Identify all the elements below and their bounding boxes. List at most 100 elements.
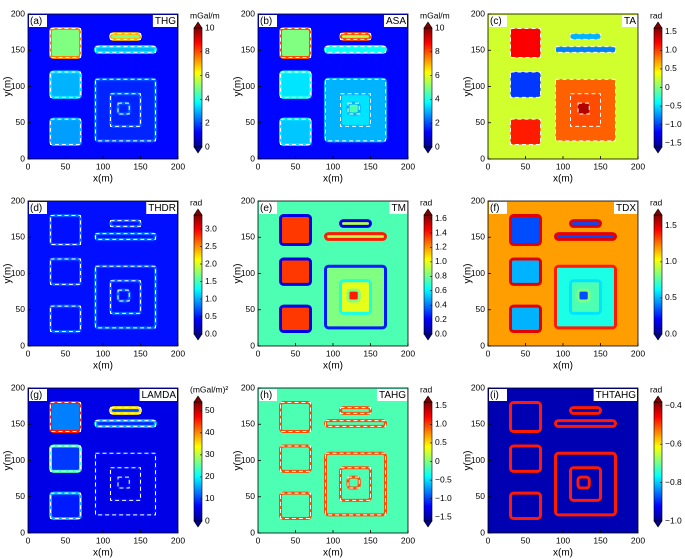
colorbar-tick-label: −0.5 (665, 100, 682, 110)
y-axis-label: y(m) (233, 77, 244, 97)
colorbar-tick-label: 0.5 (665, 292, 677, 302)
x-tick-label: 200 (171, 161, 185, 171)
y-tick-label: 0 (250, 153, 255, 163)
colorbar-tick-label: 0 (435, 141, 440, 151)
source-outline (280, 445, 311, 472)
y-tick-label: 100 (471, 81, 485, 91)
colorbar-extend-bottom (193, 520, 203, 528)
source-outline (570, 33, 601, 40)
colorbar-tick-label: −0.5 (435, 474, 452, 484)
y-tick-label: 100 (241, 455, 255, 465)
x-tick-label: 100 (96, 348, 110, 358)
anomaly (510, 28, 541, 58)
y-tick-label: 50 (246, 491, 256, 501)
y-tick-label: 150 (471, 232, 485, 242)
source-outline (510, 28, 541, 58)
anomaly-edge (554, 419, 617, 428)
anomaly (280, 215, 311, 245)
y-tick-label: 200 (471, 195, 485, 205)
x-axis-label: x(m) (323, 174, 343, 185)
anomaly-edge (509, 214, 542, 246)
colorbar-label: (mGal/m)² (190, 384, 228, 394)
colorbar-label: rad (190, 197, 203, 207)
x-tick-label: 50 (61, 348, 71, 358)
anomaly-edge (509, 401, 542, 433)
x-tick-label: 50 (521, 161, 531, 171)
x-axis-label: x(m) (553, 548, 573, 559)
source-outline (50, 71, 81, 98)
colorbar-extend-bottom (193, 146, 203, 154)
anomaly-edge (279, 214, 312, 246)
colorbar-label: rad (650, 197, 663, 207)
source-outline (50, 492, 81, 519)
y-axis-label: y(m) (463, 77, 474, 97)
anomaly-edge (324, 232, 387, 241)
source-outline (340, 407, 371, 414)
colorbar-tick-label: 3.0 (205, 223, 217, 233)
colorbar-tick-label: 0.4 (435, 299, 447, 309)
x-tick-label: 150 (593, 161, 607, 171)
y-tick-label: 100 (241, 268, 255, 278)
anomaly (510, 306, 541, 332)
source-outline (280, 118, 311, 145)
colorbar (193, 27, 203, 148)
x-tick-label: 150 (363, 348, 377, 358)
y-tick-label: 50 (476, 117, 486, 127)
source-outline (325, 78, 386, 142)
label-box (259, 389, 277, 401)
anomaly (50, 446, 81, 472)
source-outline (280, 28, 311, 58)
panel-title: THTAHG (596, 390, 637, 401)
colorbar-extend-top (193, 395, 203, 403)
colorbar (193, 214, 203, 335)
x-tick-label: 150 (593, 535, 607, 545)
y-tick-label: 200 (11, 8, 25, 18)
anomaly-edge (569, 466, 602, 502)
colorbar-tick-label: 0.0 (435, 328, 447, 338)
source-outline (117, 476, 130, 489)
source-outline (50, 305, 81, 332)
anomaly (50, 402, 81, 432)
title-box (146, 202, 177, 214)
y-tick-label: 0 (250, 340, 255, 350)
colorbar-tick-label: 10 (205, 22, 215, 32)
x-tick-label: 150 (133, 161, 147, 171)
colorbar-tick-label: −1.5 (435, 512, 452, 522)
panel-label: (h) (260, 390, 272, 401)
x-tick-label: 100 (326, 348, 340, 358)
anomaly-edge (324, 264, 387, 330)
x-axis-label: x(m) (323, 361, 343, 372)
panel: (d) THDR 0 50 100 150 200 0 50 100 150 200 x(m) y(m) r… (3, 195, 217, 371)
y-tick-label: 200 (241, 195, 255, 205)
x-tick-label: 50 (291, 535, 301, 545)
source-outline (50, 445, 81, 472)
y-axis-label: y(m) (463, 264, 474, 284)
x-axis-label: x(m) (93, 361, 113, 372)
y-tick-label: 100 (11, 268, 25, 278)
x-tick-label: 0 (256, 348, 261, 358)
anomaly (570, 33, 601, 40)
anomaly-edge (554, 232, 617, 241)
colorbar-tick-label: 0 (205, 141, 210, 151)
x-tick-label: 100 (96, 161, 110, 171)
anomaly (555, 46, 616, 53)
label-box (29, 15, 47, 27)
colorbar-tick-label: −1.5 (665, 138, 682, 148)
x-tick-label: 0 (26, 161, 31, 171)
colorbar-tick-label: 2 (435, 117, 440, 127)
colorbar-tick-label: 20 (205, 471, 215, 481)
colorbar-tick-label: 10 (205, 493, 215, 503)
x-tick-label: 100 (556, 535, 570, 545)
source-outline (510, 118, 541, 145)
colorbar-tick-label: 1.4 (435, 227, 447, 237)
anomaly-edge (279, 257, 312, 286)
y-axis-label: y(m) (233, 451, 244, 471)
x-tick-label: 200 (631, 348, 645, 358)
panel: (i) THTAHG 0 50 100 150 200 0 50 100 150 200 x(m) y(m… (463, 382, 682, 558)
source-outline (117, 102, 130, 115)
title-box (376, 389, 407, 401)
anomaly (118, 477, 130, 489)
panel-label: (g) (30, 390, 42, 401)
colorbar-tick-label: 8 (205, 46, 210, 56)
source-outline (95, 265, 156, 329)
